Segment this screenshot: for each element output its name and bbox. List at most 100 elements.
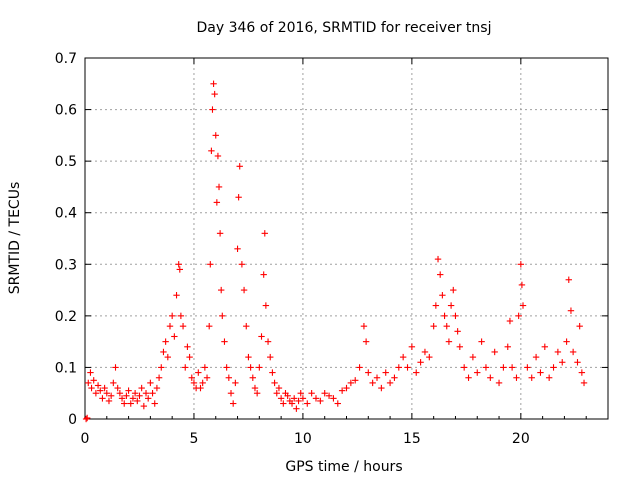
data-point — [210, 80, 217, 87]
data-point — [275, 384, 283, 392]
data-point — [217, 286, 225, 294]
data-point — [495, 379, 503, 387]
data-point — [238, 261, 246, 268]
data-point — [256, 364, 263, 371]
data-point — [212, 132, 219, 139]
data-point — [369, 379, 376, 387]
data-point — [417, 359, 424, 366]
data-point — [175, 261, 182, 268]
data-point — [232, 379, 239, 387]
data-points — [82, 80, 588, 423]
y-tick-label: 0.1 — [55, 360, 77, 376]
y-tick-label: 0.2 — [55, 309, 77, 325]
data-point — [225, 374, 233, 381]
data-point — [186, 353, 193, 361]
data-point — [284, 392, 291, 399]
data-point — [574, 359, 581, 366]
data-point — [434, 255, 442, 263]
data-point — [563, 338, 570, 345]
data-point — [519, 302, 527, 309]
data-point — [413, 369, 420, 376]
data-point — [121, 400, 128, 407]
data-point — [465, 374, 472, 381]
data-point — [116, 390, 124, 397]
data-point — [454, 328, 461, 335]
data-point — [382, 369, 389, 376]
data-point — [125, 387, 132, 394]
x-tick-label: 0 — [81, 431, 90, 447]
data-point — [209, 106, 216, 113]
data-point — [365, 369, 372, 376]
data-point — [360, 322, 368, 330]
data-point — [140, 402, 148, 410]
data-point — [158, 364, 165, 371]
data-point — [304, 400, 311, 407]
data-point — [110, 379, 117, 387]
data-point — [90, 377, 97, 384]
data-point — [338, 387, 346, 394]
data-point — [221, 338, 228, 345]
tick-labels: 0 0.1 0.2 0.3 0.4 0.5 0.6 0.7 0 5 10 15 20 — [55, 51, 530, 447]
data-point — [343, 384, 350, 392]
data-point — [474, 369, 481, 376]
data-point — [347, 379, 355, 387]
data-point — [235, 194, 242, 201]
data-point — [227, 390, 235, 397]
data-point — [85, 379, 92, 387]
data-point — [171, 333, 178, 340]
data-point — [179, 322, 187, 330]
data-point — [107, 392, 115, 399]
data-point — [92, 390, 100, 397]
data-point — [356, 364, 363, 371]
data-point — [487, 374, 494, 381]
y-tick-label: 0.7 — [55, 51, 77, 67]
data-point — [138, 384, 145, 392]
data-point — [508, 364, 516, 371]
data-point — [147, 379, 154, 387]
data-point — [261, 230, 268, 237]
data-point — [362, 338, 370, 345]
chart-title: Day 346 of 2016, SRMTID for receiver tns… — [197, 20, 492, 36]
data-point — [97, 387, 104, 394]
data-point — [391, 374, 398, 381]
data-point — [168, 312, 176, 320]
data-point — [513, 374, 520, 381]
data-point — [155, 374, 163, 381]
data-point — [578, 369, 586, 376]
data-point — [580, 379, 588, 387]
data-point — [176, 266, 183, 273]
data-point — [206, 322, 213, 330]
data-point — [517, 261, 525, 268]
data-point — [149, 390, 156, 397]
data-point — [213, 199, 221, 206]
data-point — [103, 390, 110, 397]
data-point — [127, 400, 134, 407]
plot-frame — [84, 57, 609, 420]
data-point — [515, 312, 522, 320]
data-point — [234, 245, 241, 253]
data-point — [258, 333, 265, 340]
data-point — [273, 390, 280, 397]
data-point — [112, 364, 119, 371]
data-point — [105, 397, 113, 405]
data-point — [131, 390, 139, 397]
data-point — [456, 343, 464, 350]
data-point — [134, 397, 141, 405]
data-point — [264, 338, 272, 345]
data-point — [532, 353, 540, 361]
data-point — [421, 348, 429, 356]
data-point — [236, 163, 243, 170]
data-point — [82, 415, 90, 423]
data-point — [118, 395, 126, 402]
data-point — [188, 374, 195, 381]
data-point — [334, 400, 341, 407]
data-point — [87, 369, 94, 376]
data-point — [184, 343, 191, 350]
data-point — [545, 374, 553, 381]
data-point — [182, 364, 189, 371]
data-point — [445, 338, 453, 345]
data-point — [267, 353, 274, 361]
data-point — [432, 302, 440, 309]
data-point — [288, 400, 296, 407]
